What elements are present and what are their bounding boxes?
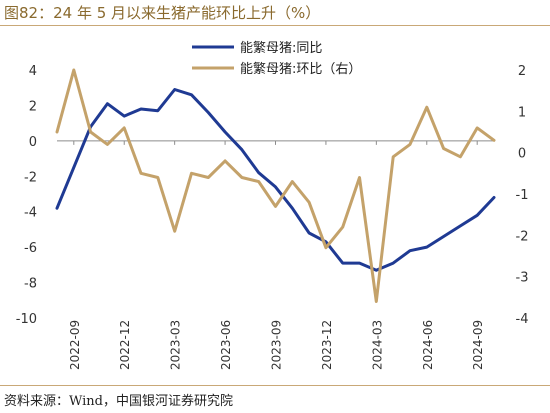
x-tick-label: 2023-06 <box>219 320 233 370</box>
y-right-tick-label: -3 <box>516 271 529 286</box>
y-left-tick-label: -4 <box>24 206 37 221</box>
legend-label-yoy: 能繁母猪:同比 <box>240 40 322 56</box>
y-left-tick-label: -10 <box>16 312 37 327</box>
y-left-tick-label: 2 <box>29 99 37 114</box>
y-right-tick-label: 2 <box>518 64 526 79</box>
x-tick-label: 2023-03 <box>169 320 183 370</box>
y-right-tick-label: -1 <box>516 188 529 203</box>
figure-title: 图82：24 年 5 月以来生猪产能环比上升（%） <box>4 4 321 22</box>
y-left-tick-label: -8 <box>24 277 37 292</box>
x-tick-label: 2022-09 <box>68 320 82 370</box>
y-right-tick-label: 1 <box>518 105 526 120</box>
x-tick-label: 2024-09 <box>471 320 485 370</box>
y-right-tick-label: -2 <box>516 229 529 244</box>
y-left-tick-label: 0 <box>29 135 37 150</box>
chart: 4 2 0 -2 -4 -6 -8 -10 2 1 0 -1 -2 -3 -4 2022-09 2022-12 2… <box>16 40 529 370</box>
y-right-tick-label: -4 <box>516 312 529 327</box>
series-line-mom <box>55 68 496 303</box>
y-left-tick-label: 4 <box>29 64 37 79</box>
source-divider <box>0 385 550 386</box>
figure-source: 资料来源：Wind，中国银河证券研究院 <box>4 394 233 409</box>
y-right-tick-label: 0 <box>518 147 526 162</box>
legend-label-mom: 能繁母猪:环比（右） <box>240 61 361 77</box>
y-left-tick-label: -6 <box>24 241 37 256</box>
x-tick-label: 2024-06 <box>421 320 435 370</box>
x-tick-label: 2024-03 <box>370 320 384 370</box>
x-tick-label: 2023-12 <box>320 320 334 370</box>
axis-layer: 4 2 0 -2 -4 -6 -8 -10 2 1 0 -1 -2 -3 -4 2022-09 2022-12 2… <box>16 64 529 370</box>
series-layer <box>55 68 496 303</box>
x-tick-label: 2022-12 <box>118 320 132 370</box>
series-line-yoy <box>55 88 496 272</box>
y-left-tick-label: -2 <box>24 170 37 185</box>
title-divider <box>0 25 550 26</box>
x-tick-label: 2023-09 <box>270 320 284 370</box>
